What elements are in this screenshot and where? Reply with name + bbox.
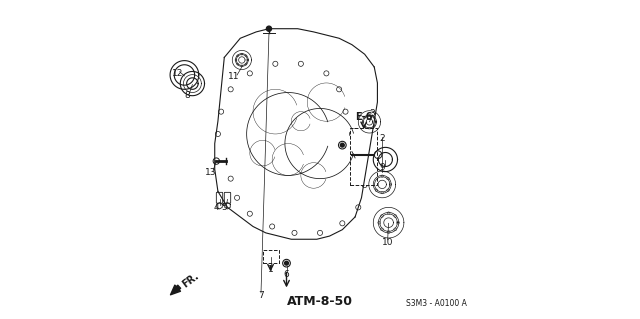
Text: 6: 6 xyxy=(284,270,289,279)
FancyArrowPatch shape xyxy=(170,285,180,295)
Text: 4: 4 xyxy=(214,203,219,212)
Text: 2: 2 xyxy=(380,134,385,143)
Text: E-6: E-6 xyxy=(355,112,372,122)
Text: 7: 7 xyxy=(258,291,264,300)
Text: 11: 11 xyxy=(227,72,239,81)
Text: 1: 1 xyxy=(268,265,273,274)
FancyBboxPatch shape xyxy=(350,128,378,185)
Text: 3: 3 xyxy=(370,109,376,118)
Text: ATM-8-50: ATM-8-50 xyxy=(287,295,353,308)
Text: 8: 8 xyxy=(185,91,191,100)
FancyBboxPatch shape xyxy=(216,192,223,203)
FancyBboxPatch shape xyxy=(262,250,278,263)
Circle shape xyxy=(353,130,357,134)
Text: 10: 10 xyxy=(382,238,394,247)
Text: S3M3 - A0100 A: S3M3 - A0100 A xyxy=(406,299,467,308)
Text: 9: 9 xyxy=(380,163,385,172)
FancyBboxPatch shape xyxy=(224,192,230,203)
Text: FR.: FR. xyxy=(180,271,201,290)
Circle shape xyxy=(285,261,289,265)
Text: 12: 12 xyxy=(172,69,184,78)
Text: 13: 13 xyxy=(205,168,217,177)
Circle shape xyxy=(340,143,344,147)
Circle shape xyxy=(266,26,271,31)
Text: 5: 5 xyxy=(221,203,227,212)
